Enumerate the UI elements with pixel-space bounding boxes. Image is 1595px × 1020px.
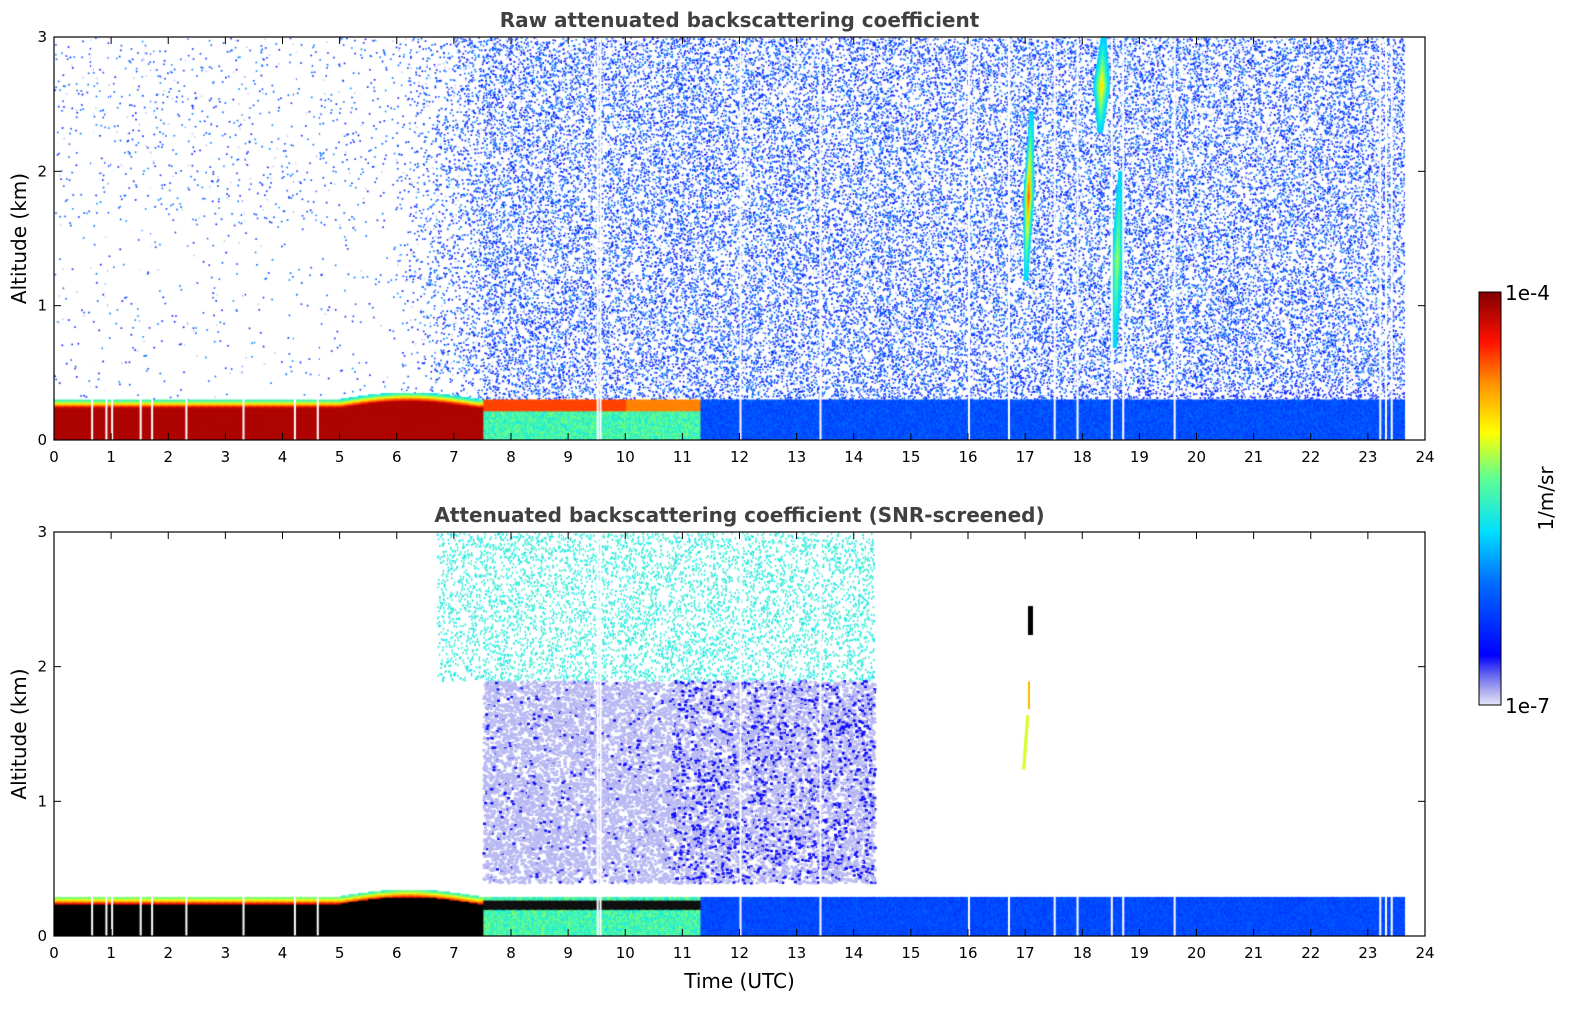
- x-tick-label: 12: [730, 944, 749, 962]
- x-tick-label: 9: [563, 448, 573, 466]
- y-tick-label: 1: [37, 792, 47, 810]
- x-tick-label: 19: [1130, 448, 1149, 466]
- x-tick-label: 17: [1016, 448, 1035, 466]
- x-tick-label: 12: [730, 448, 749, 466]
- x-tick-label: 4: [278, 448, 288, 466]
- colorbar-unit-label: 1/m/sr: [1534, 466, 1558, 531]
- x-tick-label: 22: [1301, 944, 1320, 962]
- colorbar: 1e-4 1e-7 1/m/sr: [1478, 281, 1558, 718]
- x-tick-label: 1: [106, 448, 116, 466]
- y-tick-label: 2: [37, 658, 47, 676]
- panel-raw: Raw attenuated backscattering coefficien…: [7, 8, 1435, 466]
- y-axis-label-raw: Altitude (km): [7, 173, 31, 304]
- x-tick-label: 23: [1358, 448, 1377, 466]
- x-tick-label: 14: [844, 448, 863, 466]
- x-tick-label: 7: [449, 944, 459, 962]
- chart-title-screened: Attenuated backscattering coefficient (S…: [434, 503, 1044, 527]
- x-tick-label: 24: [1415, 944, 1434, 962]
- y-ticks-screened: 0 1 2 3: [37, 523, 1425, 945]
- x-tick-label: 15: [901, 944, 920, 962]
- x-tick-label: 8: [506, 448, 516, 466]
- y-tick-label: 1: [37, 297, 47, 315]
- y-ticks-raw: 0 1 2 3: [37, 28, 1425, 449]
- x-tick-label: 19: [1130, 944, 1149, 962]
- x-tick-label: 11: [673, 944, 692, 962]
- x-tick-label: 10: [616, 944, 635, 962]
- x-tick-label: 14: [844, 944, 863, 962]
- x-tick-label: 4: [278, 944, 288, 962]
- x-tick-label: 20: [1187, 448, 1206, 466]
- x-tick-label: 18: [1073, 944, 1092, 962]
- x-tick-label: 16: [958, 448, 977, 466]
- y-tick-label: 2: [37, 162, 47, 180]
- x-tick-label: 24: [1415, 448, 1434, 466]
- x-tick-label: 3: [221, 944, 231, 962]
- x-tick-label: 9: [563, 944, 573, 962]
- x-tick-label: 13: [787, 448, 806, 466]
- heatmap-cells: [54, 532, 1425, 936]
- x-tick-label: 0: [49, 944, 59, 962]
- x-tick-label: 15: [901, 448, 920, 466]
- x-tick-label: 2: [163, 448, 173, 466]
- x-tick-label: 6: [392, 448, 402, 466]
- y-tick-label: 3: [37, 523, 47, 541]
- x-tick-label: 22: [1301, 448, 1320, 466]
- colorbar-gradient: [1478, 291, 1502, 706]
- x-tick-label: 7: [449, 448, 459, 466]
- x-tick-label: 23: [1358, 944, 1377, 962]
- y-tick-label: 0: [37, 927, 47, 945]
- x-tick-label: 16: [958, 944, 977, 962]
- x-tick-label: 5: [335, 448, 345, 466]
- x-tick-label: 10: [616, 448, 635, 466]
- x-tick-label: 13: [787, 944, 806, 962]
- x-axis-label: Time (UTC): [683, 969, 795, 993]
- x-tick-label: 20: [1187, 944, 1206, 962]
- colorbar-min-label: 1e-7: [1505, 694, 1550, 718]
- x-tick-label: 18: [1073, 448, 1092, 466]
- panel-screened: Attenuated backscattering coefficient (S…: [7, 503, 1435, 993]
- x-tick-label: 11: [673, 448, 692, 466]
- chart-title-raw: Raw attenuated backscattering coefficien…: [500, 8, 980, 32]
- x-tick-label: 2: [163, 944, 173, 962]
- heatmap-raw: [54, 37, 1425, 440]
- x-tick-label: 0: [49, 448, 59, 466]
- y-axis-label-screened: Altitude (km): [7, 668, 31, 799]
- heatmap-cells: [54, 37, 1425, 440]
- x-tick-label: 3: [221, 448, 231, 466]
- x-tick-label: 8: [506, 944, 516, 962]
- colorbar-max-label: 1e-4: [1505, 281, 1550, 305]
- x-tick-label: 6: [392, 944, 402, 962]
- y-tick-label: 0: [37, 431, 47, 449]
- x-tick-label: 17: [1016, 944, 1035, 962]
- x-tick-label: 5: [335, 944, 345, 962]
- heatmap-screened: [54, 532, 1425, 936]
- x-ticks-screened: 0 1 2 3 4 5 6 7 8 9 10 11 12 13 14 15 16 17 18 19 20 21 22 23 24: [49, 532, 1435, 962]
- x-tick-label: 21: [1244, 944, 1263, 962]
- x-ticks-raw: 0 1 2 3 4 5 6 7 8 9 10 11 12 13 14 15 16 17 18 19 20 21 22 23 24: [49, 37, 1435, 466]
- x-tick-label: 1: [106, 944, 116, 962]
- y-tick-label: 3: [37, 28, 47, 46]
- x-tick-label: 21: [1244, 448, 1263, 466]
